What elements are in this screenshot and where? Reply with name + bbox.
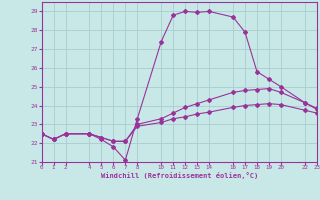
X-axis label: Windchill (Refroidissement éolien,°C): Windchill (Refroidissement éolien,°C)	[100, 172, 258, 179]
